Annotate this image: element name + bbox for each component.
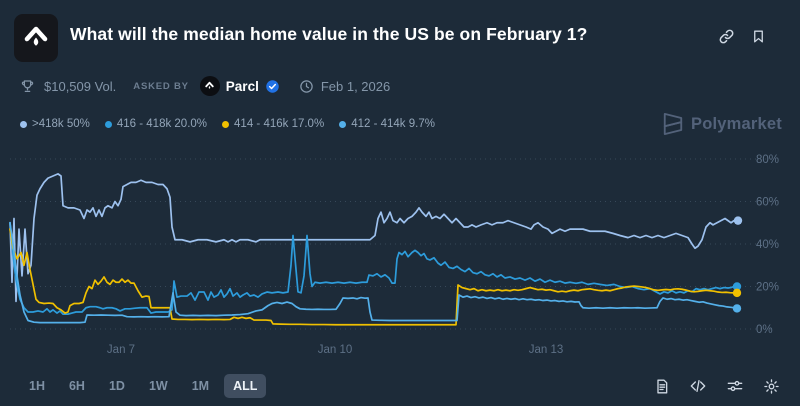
polymarket-logo-icon — [663, 112, 683, 135]
legend-item-416-418k[interactable]: 416 - 418k 20.0% — [104, 118, 208, 130]
verified-badge-icon — [266, 79, 279, 93]
volume-label: $10,509 Vol. — [44, 78, 117, 94]
chart-toolbar: 1H 6H 1D 1W 1M ALL — [0, 374, 800, 398]
watermark-label: Polymarket — [691, 114, 782, 133]
market-meta-row: $10,509 Vol. ASKED BY Parcl Feb 1, 2026 — [0, 62, 800, 96]
y-axis-label: 0% — [756, 324, 773, 336]
416-418k-line — [9, 221, 738, 315]
range-button-6h[interactable]: 6H — [60, 374, 94, 398]
legend-label: 412 - 414k 9.7% — [351, 118, 435, 130]
asker-avatar — [199, 76, 220, 96]
asker-name: Parcl — [225, 78, 259, 94]
legend-dot — [104, 120, 112, 128]
page-title: What will the median home value in the U… — [70, 24, 588, 44]
414-416k-endpoint-dot — [732, 288, 742, 298]
legend-label: 414 - 416k 17.0% — [234, 118, 325, 130]
range-button-1d[interactable]: 1D — [100, 374, 134, 398]
range-button-1m[interactable]: 1M — [183, 374, 218, 398]
embed-button[interactable] — [689, 378, 707, 394]
polymarket-watermark: Polymarket — [662, 112, 782, 136]
412-414k-endpoint-dot — [732, 304, 742, 313]
parcl-avatar-icon — [205, 81, 215, 89]
range-button-1h[interactable]: 1H — [20, 374, 54, 398]
asked-by-label: ASKED BY — [133, 80, 189, 92]
x-axis-label: Jan 7 — [107, 344, 135, 356]
end-date: Feb 1, 2026 — [320, 78, 391, 94]
sliders-icon — [727, 380, 743, 392]
link-icon — [719, 29, 734, 44]
document-icon — [657, 379, 668, 393]
legend-dot — [20, 120, 27, 128]
market-thumbnail — [14, 14, 58, 62]
market-header: What will the median home value in the U… — [0, 0, 800, 62]
range-button-all[interactable]: ALL — [224, 374, 267, 398]
412-414k-line — [9, 221, 738, 324]
orderbook-button[interactable] — [654, 378, 670, 395]
y-axis-label: 80% — [756, 154, 779, 166]
x-axis-label: Jan 13 — [529, 344, 564, 356]
chart-legend: >418k 50% 416 - 418k 20.0% 414 - 416k 17… — [20, 118, 435, 130]
gt-418k-endpoint-dot — [733, 216, 743, 225]
chart-settings-button[interactable] — [726, 378, 744, 394]
y-axis-label: 60% — [756, 197, 779, 209]
copy-link-button[interactable] — [718, 28, 735, 45]
bookmark-icon — [754, 30, 763, 43]
legend-label: >418k 50% — [32, 118, 90, 130]
legend-dot — [339, 120, 347, 128]
legend-dot — [222, 120, 230, 128]
x-axis-label: Jan 10 — [318, 344, 353, 356]
gt-418k-line — [9, 173, 739, 303]
asker-profile[interactable]: Parcl — [199, 76, 280, 96]
legend-item-gt-418k[interactable]: >418k 50% — [20, 118, 90, 130]
bookmark-button[interactable] — [751, 28, 766, 45]
code-icon — [690, 380, 706, 392]
legend-label: 416 - 418k 20.0% — [116, 118, 208, 130]
legend-item-414-416k[interactable]: 414 - 416k 17.0% — [222, 118, 324, 130]
414-416k-line — [9, 228, 738, 326]
parcl-house-icon — [24, 26, 48, 46]
gear-icon — [764, 378, 779, 394]
clock-icon — [300, 79, 313, 93]
time-range-selector: 1H 6H 1D 1W 1M ALL — [20, 374, 267, 398]
probability-chart[interactable]: 80% 60% 40% 20% 0% Jan 7 Jan 10 Jan 13 — [0, 132, 800, 372]
settings-button[interactable] — [763, 378, 780, 395]
legend-row: >418k 50% 416 - 418k 20.0% 414 - 416k 17… — [0, 96, 800, 136]
range-button-1w[interactable]: 1W — [140, 374, 177, 398]
trophy-icon — [21, 80, 34, 92]
y-axis-label: 40% — [756, 239, 779, 251]
y-axis-label: 20% — [756, 282, 779, 294]
416-418k-endpoint-dot — [732, 282, 742, 291]
legend-item-412-414k[interactable]: 412 - 414k 9.7% — [339, 118, 435, 130]
